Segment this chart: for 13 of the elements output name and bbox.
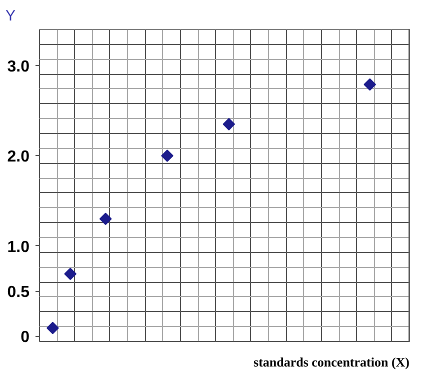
point [161,150,174,162]
point [99,212,112,226]
point [364,78,376,91]
point [64,268,76,280]
x-axis-title: standards concentration (X) [254,354,410,370]
y-axis-title: Y [6,8,16,24]
y-tick-label: 1.0 [7,238,30,256]
point [46,322,59,334]
y-tick-label: 2.0 [7,148,30,166]
y-tick-label: 0 [20,329,30,346]
point [222,118,236,130]
y-tick-label: 0.5 [7,284,30,302]
y-tick-label: 3.0 [7,58,30,76]
